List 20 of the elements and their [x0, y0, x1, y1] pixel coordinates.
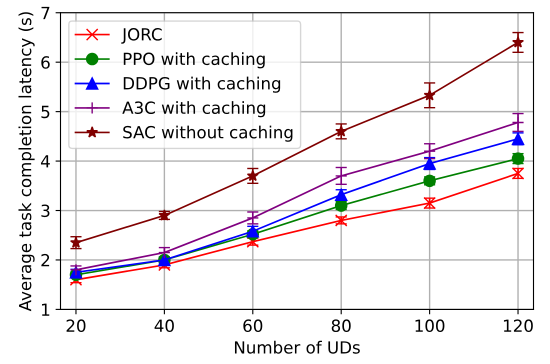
y-tick-label: 5	[41, 106, 50, 118]
y-axis-title: Average task completion latency (s)	[18, 12, 35, 312]
legend-label: A3C with caching	[122, 101, 266, 118]
y-tick-label: 2	[41, 254, 50, 266]
y-tick-label: 4	[40, 155, 50, 168]
legend-label: PPO with caching	[124, 52, 265, 68]
x-tick-label: 120	[504, 319, 533, 332]
x-axis-title: Number of UDs	[234, 340, 360, 354]
x-tick-label: 80	[332, 319, 351, 332]
legend-label: DDPG with caching	[124, 76, 280, 93]
x-tick-label: 100	[416, 319, 444, 332]
y-tick-label: 3	[41, 204, 50, 218]
legend-label: JORC	[121, 28, 162, 44]
legend-label: SAC without caching	[123, 126, 292, 142]
x-tick-label: 40	[154, 319, 174, 332]
y-tick-label: 7	[42, 6, 50, 20]
x-tick-label: 20	[66, 319, 86, 332]
x-tick-label: 60	[243, 319, 262, 332]
y-tick-label: 1	[42, 304, 50, 316]
y-tick-label: 6	[41, 56, 50, 69]
